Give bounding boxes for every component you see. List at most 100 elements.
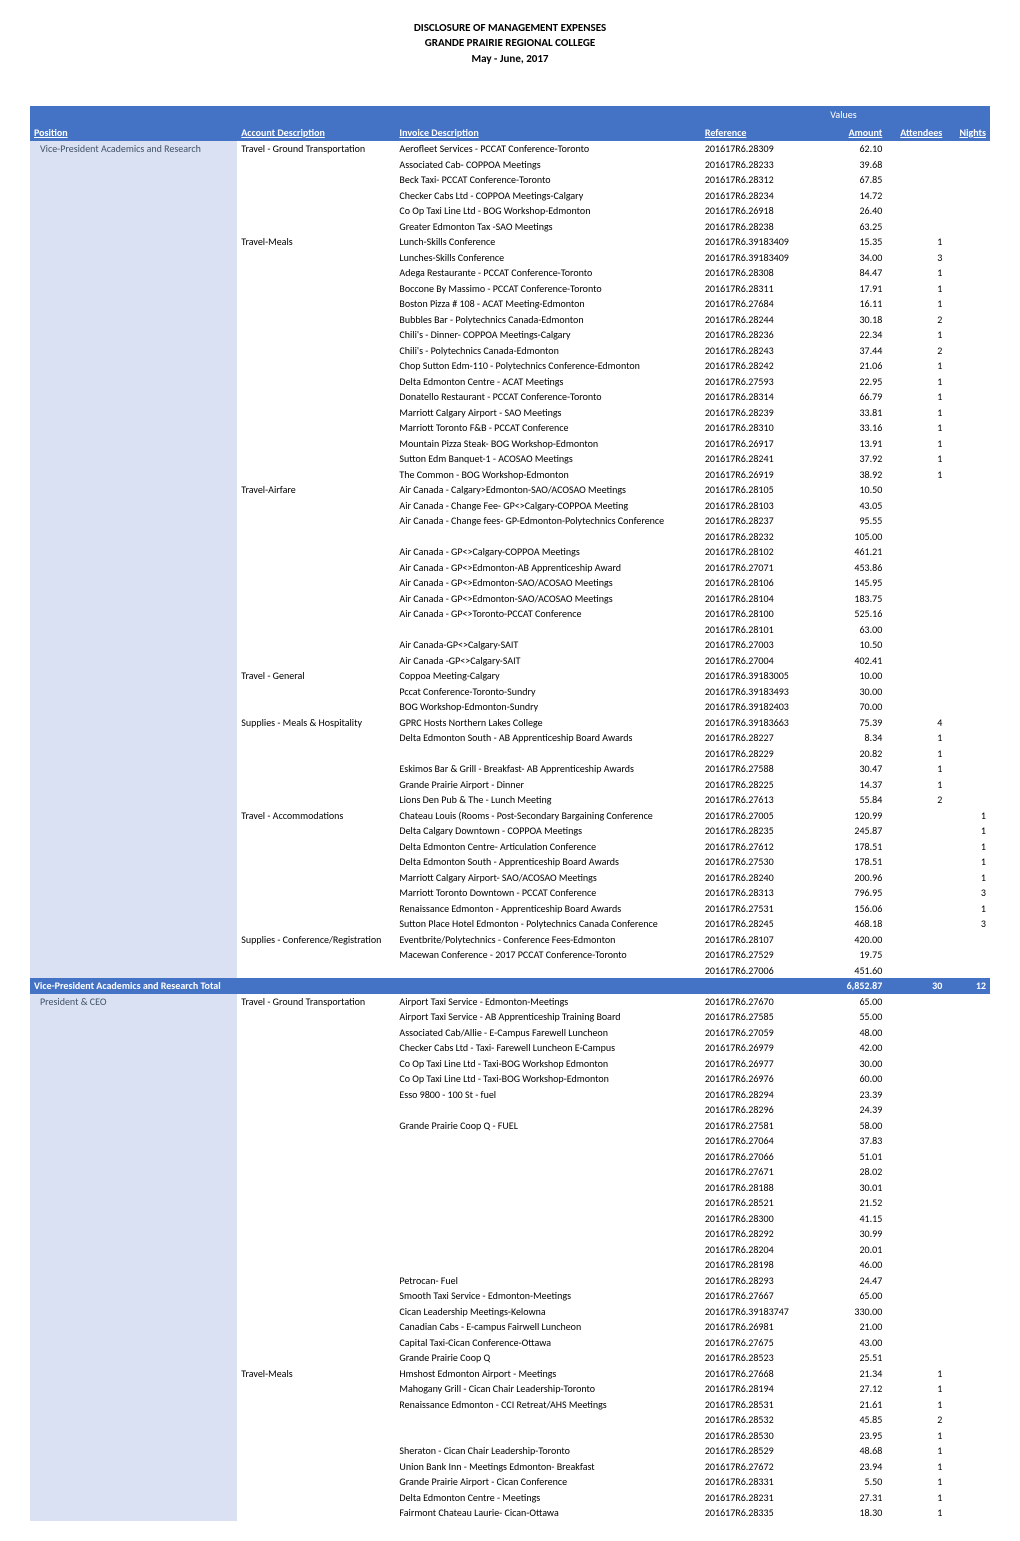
nights-cell bbox=[946, 932, 990, 948]
amount-cell: 24.47 bbox=[826, 1273, 886, 1289]
attendees-cell bbox=[886, 1164, 946, 1180]
reference-cell: 201617R6.28103 bbox=[701, 498, 826, 514]
amount-cell: 37.92 bbox=[826, 451, 886, 467]
col-attendees: Attendees bbox=[886, 124, 946, 142]
nights-cell bbox=[946, 1288, 990, 1304]
position-cell bbox=[30, 1288, 237, 1304]
amount-cell: 33.16 bbox=[826, 420, 886, 436]
position-cell bbox=[30, 560, 237, 576]
nights-cell bbox=[946, 575, 990, 591]
reference-cell: 201617R6.39183005 bbox=[701, 668, 826, 684]
reference-cell: 201617R6.27670 bbox=[701, 994, 826, 1010]
amount-cell: 461.21 bbox=[826, 544, 886, 560]
col-reference: Reference bbox=[701, 124, 826, 142]
nights-cell bbox=[946, 653, 990, 669]
attendees-cell: 1 bbox=[886, 1428, 946, 1444]
position-cell bbox=[30, 808, 237, 824]
nights-cell: 3 bbox=[946, 885, 990, 901]
reference-cell: 201617R6.28232 bbox=[701, 529, 826, 545]
reference-cell: 201617R6.26918 bbox=[701, 203, 826, 219]
reference-cell: 201617R6.39183409 bbox=[701, 234, 826, 250]
reference-cell: 201617R6.28308 bbox=[701, 265, 826, 281]
reference-cell: 201617R6.28104 bbox=[701, 591, 826, 607]
invoice-cell bbox=[395, 1412, 700, 1428]
nights-cell bbox=[946, 560, 990, 576]
attendees-cell bbox=[886, 1009, 946, 1025]
attendees-cell bbox=[886, 885, 946, 901]
position-cell bbox=[30, 777, 237, 793]
reference-cell: 201617R6.28239 bbox=[701, 405, 826, 421]
amount-cell: 63.00 bbox=[826, 622, 886, 638]
reference-cell: 201617R6.27671 bbox=[701, 1164, 826, 1180]
attendees-cell bbox=[886, 932, 946, 948]
amount-cell: 48.00 bbox=[826, 1025, 886, 1041]
attendees-cell bbox=[886, 994, 946, 1010]
account-cell bbox=[237, 1304, 395, 1320]
reference-cell: 201617R6.27003 bbox=[701, 637, 826, 653]
attendees-cell bbox=[886, 1180, 946, 1196]
invoice-cell: Checker Cabs Ltd - COPPOA Meetings-Calga… bbox=[395, 188, 700, 204]
attendees-cell bbox=[886, 637, 946, 653]
invoice-cell bbox=[395, 1226, 700, 1242]
nights-cell bbox=[946, 157, 990, 173]
invoice-cell bbox=[395, 1133, 700, 1149]
position-cell bbox=[30, 870, 237, 886]
nights-cell: 1 bbox=[946, 823, 990, 839]
attendees-cell: 1 bbox=[886, 234, 946, 250]
account-cell bbox=[237, 420, 395, 436]
amount-cell: 10.50 bbox=[826, 482, 886, 498]
invoice-cell: Boston Pizza # 108 - ACAT Meeting-Edmont… bbox=[395, 296, 700, 312]
invoice-cell: Air Canada - Change fees- GP-Edmonton-Po… bbox=[395, 513, 700, 529]
nights-cell: 1 bbox=[946, 839, 990, 855]
attendees-cell: 1 bbox=[886, 777, 946, 793]
reference-cell: 201617R6.28309 bbox=[701, 141, 826, 157]
nights-cell bbox=[946, 947, 990, 963]
attendees-cell bbox=[886, 1211, 946, 1227]
nights-cell bbox=[946, 172, 990, 188]
position-cell bbox=[30, 1211, 237, 1227]
invoice-cell: Marriott Calgary Airport- SAO/ACOSAO Mee… bbox=[395, 870, 700, 886]
amount-cell: 21.00 bbox=[826, 1319, 886, 1335]
account-cell bbox=[237, 1288, 395, 1304]
invoice-cell: Grande Prairie Coop Q - FUEL bbox=[395, 1118, 700, 1134]
attendees-cell: 1 bbox=[886, 374, 946, 390]
amount-cell: 43.00 bbox=[826, 1335, 886, 1351]
nights-cell bbox=[946, 1304, 990, 1320]
nights-cell bbox=[946, 994, 990, 1010]
amount-cell: 46.00 bbox=[826, 1257, 886, 1273]
amount-cell: 33.81 bbox=[826, 405, 886, 421]
position-cell bbox=[30, 1102, 237, 1118]
amount-cell: 55.84 bbox=[826, 792, 886, 808]
amount-cell: 30.00 bbox=[826, 684, 886, 700]
reference-cell: 201617R6.26976 bbox=[701, 1071, 826, 1087]
invoice-cell: Lions Den Pub & The - Lunch Meeting bbox=[395, 792, 700, 808]
invoice-cell: Chop Sutton Edm-110 - Polytechnics Confe… bbox=[395, 358, 700, 374]
account-cell: Travel-Airfare bbox=[237, 482, 395, 498]
nights-cell bbox=[946, 1273, 990, 1289]
account-cell bbox=[237, 885, 395, 901]
nights-cell bbox=[946, 1242, 990, 1258]
position-cell bbox=[30, 1397, 237, 1413]
amount-cell: 30.47 bbox=[826, 761, 886, 777]
attendees-cell bbox=[886, 823, 946, 839]
account-cell bbox=[237, 1133, 395, 1149]
position-cell bbox=[30, 1149, 237, 1165]
amount-cell: 21.61 bbox=[826, 1397, 886, 1413]
invoice-cell: Grande Prairie Airport - Cican Conferenc… bbox=[395, 1474, 700, 1490]
reference-cell: 201617R6.27585 bbox=[701, 1009, 826, 1025]
invoice-cell: Boccone By Massimo - PCCAT Conference-To… bbox=[395, 281, 700, 297]
position-cell bbox=[30, 219, 237, 235]
position-cell bbox=[30, 1381, 237, 1397]
reference-cell: 201617R6.27529 bbox=[701, 947, 826, 963]
reference-cell: 201617R6.27004 bbox=[701, 653, 826, 669]
attendees-cell: 1 bbox=[886, 405, 946, 421]
attendees-cell bbox=[886, 1133, 946, 1149]
nights-cell bbox=[946, 1226, 990, 1242]
invoice-cell: Delta Edmonton Centre - ACAT Meetings bbox=[395, 374, 700, 390]
attendees-cell: 1 bbox=[886, 358, 946, 374]
account-cell bbox=[237, 498, 395, 514]
account-cell bbox=[237, 1102, 395, 1118]
nights-cell bbox=[946, 1056, 990, 1072]
invoice-cell bbox=[395, 1102, 700, 1118]
reference-cell: 201617R6.27684 bbox=[701, 296, 826, 312]
